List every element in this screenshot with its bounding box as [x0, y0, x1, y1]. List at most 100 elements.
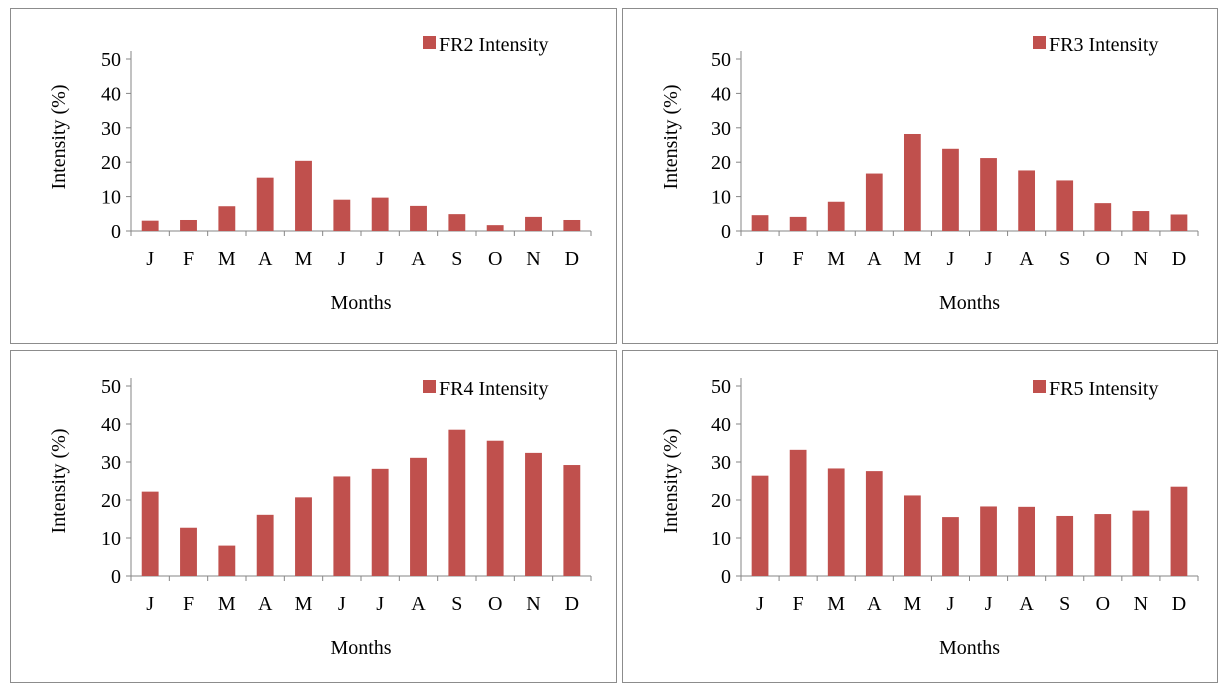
x-tick-label: A — [1019, 593, 1034, 615]
x-tick-label: F — [183, 593, 194, 615]
x-tick-label: J — [947, 248, 955, 270]
chart-panel-fr2: 0 10 20 30 40 50 J F M A M J J A S O N D Months Intensity (… — [10, 8, 617, 344]
chart-panel-fr5: 0 10 20 30 40 50 J F M A M J J A S O N D Months Intensity (… — [622, 350, 1218, 683]
x-tick-label: N — [1134, 593, 1148, 615]
y-axis-title: Intensity (%) — [660, 429, 682, 534]
legend-label: FR5 Intensity — [1049, 378, 1158, 400]
bar — [333, 476, 351, 576]
y-tick-label: 0 — [111, 221, 121, 243]
bar — [1094, 514, 1112, 576]
bar — [865, 471, 883, 576]
bar — [865, 173, 883, 231]
y-tick-label: 30 — [711, 452, 731, 474]
y-tick-label: 0 — [721, 221, 731, 243]
bar — [980, 158, 997, 231]
legend-swatch — [1033, 36, 1046, 49]
legend-swatch — [423, 36, 436, 49]
x-tick-label: A — [867, 593, 882, 615]
x-tick-label: A — [867, 248, 882, 270]
chart-panel-fr4: 0 10 20 30 40 50 J F M A M J J A S O N D Months Intensity (… — [10, 350, 617, 683]
bar — [141, 220, 159, 231]
x-tick-label: J — [338, 593, 346, 615]
y-tick-label: 20 — [711, 152, 731, 174]
x-tick-label: N — [526, 248, 540, 270]
bar — [1018, 506, 1036, 576]
y-tick-label: 30 — [101, 452, 121, 474]
bar — [333, 199, 351, 231]
x-tick-label: J — [338, 248, 346, 270]
bar — [563, 465, 581, 576]
x-tick-label: N — [526, 593, 540, 615]
x-tick-label: M — [218, 248, 236, 270]
y-tick-label: 50 — [101, 49, 121, 71]
x-tick-label: A — [258, 593, 273, 615]
bar — [448, 429, 466, 576]
y-axis-title: Intensity (%) — [48, 85, 70, 190]
bar — [256, 177, 274, 231]
bar — [903, 133, 921, 231]
bar — [1132, 510, 1150, 576]
y-tick-label: 10 — [711, 528, 731, 550]
bar — [1170, 214, 1188, 231]
y-tick-label: 20 — [101, 490, 121, 512]
x-tick-label: S — [451, 593, 462, 615]
bar — [525, 452, 542, 576]
bar — [980, 506, 997, 576]
x-tick-label: M — [903, 248, 921, 270]
x-tick-label: M — [295, 593, 313, 615]
y-tick-label: 40 — [101, 83, 121, 105]
x-tick-label: D — [1172, 248, 1186, 270]
bar — [525, 216, 542, 231]
x-axis-title: Months — [939, 292, 1000, 314]
x-tick-label: J — [376, 593, 384, 615]
y-tick-label: 0 — [111, 566, 121, 588]
legend-label: FR3 Intensity — [1049, 34, 1158, 56]
legend-label: FR2 Intensity — [439, 34, 548, 56]
bar — [1170, 486, 1188, 576]
legend-label: FR4 Intensity — [439, 378, 548, 400]
x-tick-label: D — [1172, 593, 1186, 615]
y-tick-label: 10 — [711, 187, 731, 209]
x-tick-label: F — [793, 248, 804, 270]
x-tick-label: S — [1059, 248, 1070, 270]
x-tick-label: S — [451, 248, 462, 270]
bar — [789, 449, 807, 576]
bar — [942, 517, 959, 576]
y-tick-label: 50 — [711, 49, 731, 71]
y-tick-label: 30 — [101, 118, 121, 140]
x-tick-label: A — [411, 248, 426, 270]
bar — [218, 545, 236, 576]
y-tick-label: 50 — [101, 376, 121, 398]
x-tick-label: F — [183, 248, 194, 270]
x-tick-label: N — [1134, 248, 1148, 270]
x-tick-label: J — [376, 248, 384, 270]
x-tick-label: A — [1019, 248, 1034, 270]
bar — [789, 216, 807, 231]
bar — [486, 440, 504, 576]
x-tick-label: A — [411, 593, 426, 615]
y-axis-title: Intensity (%) — [660, 85, 682, 190]
y-tick-label: 10 — [101, 187, 121, 209]
x-tick-label: J — [756, 593, 764, 615]
chart-panel-fr3: 0 10 20 30 40 50 J F M A M J J A S O N D Months Intensity (… — [622, 8, 1218, 344]
y-tick-label: 40 — [101, 414, 121, 436]
x-axis-title: Months — [330, 292, 391, 314]
bar — [1132, 211, 1150, 231]
x-tick-label: F — [793, 593, 804, 615]
x-tick-label: J — [146, 248, 154, 270]
bar — [827, 201, 845, 231]
x-tick-label: J — [146, 593, 154, 615]
x-tick-label: D — [565, 248, 579, 270]
y-tick-label: 10 — [101, 528, 121, 550]
bar — [1056, 180, 1074, 231]
x-axis-title: Months — [330, 637, 391, 659]
x-tick-label: M — [827, 593, 845, 615]
bar — [903, 495, 921, 576]
x-tick-label: M — [827, 248, 845, 270]
x-tick-label: O — [1096, 593, 1110, 615]
y-tick-label: 20 — [101, 152, 121, 174]
x-tick-label: S — [1059, 593, 1070, 615]
